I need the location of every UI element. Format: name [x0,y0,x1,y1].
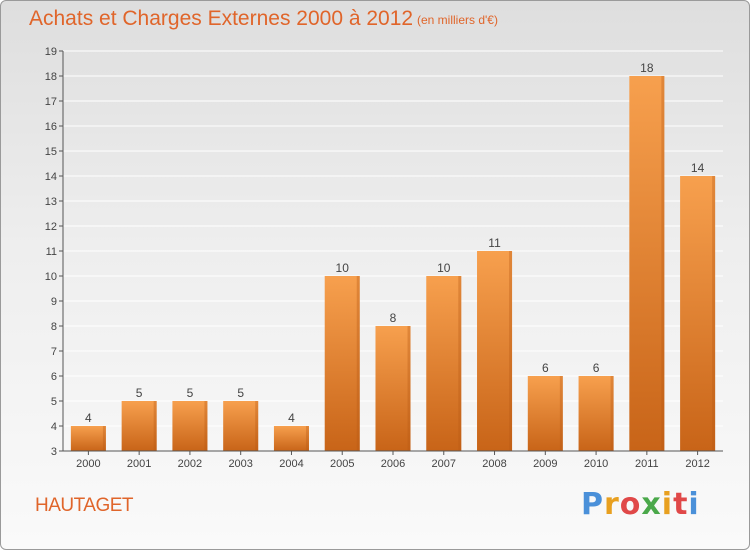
y-tick-label: 6 [51,371,57,383]
x-tick-label: 2001 [127,458,151,470]
bar-2007 [426,276,462,451]
data-label: 11 [488,236,501,250]
y-tick-label: 13 [45,196,57,208]
bar-2008 [477,251,513,451]
data-label: 4 [288,411,295,425]
y-tick-label: 10 [45,271,57,283]
data-label: 5 [187,386,194,400]
y-tick-label: 8 [51,321,57,333]
bar-2010 [578,376,614,451]
x-tick-label: 2011 [635,458,659,470]
bar-2003 [223,401,259,451]
data-label: 18 [640,61,654,75]
data-label: 6 [593,361,600,375]
x-tick-label: 2008 [482,458,506,470]
x-tick-label: 2009 [533,458,557,470]
y-tick-label: 15 [45,146,57,158]
bar-2002 [172,401,208,451]
y-tick-label: 11 [46,246,57,258]
y-tick-label: 19 [45,46,57,58]
bar-edge [356,276,360,451]
chart-subtitle: (en milliers d'€) [417,13,498,27]
bar-edge [204,401,208,451]
y-tick-label: 7 [51,346,57,358]
x-tick-label: 2010 [584,458,608,470]
data-label: 10 [336,261,350,275]
bar-edge [458,276,462,451]
y-tick-label: 5 [51,396,57,408]
bar-2004 [273,426,309,451]
data-label: 14 [691,161,705,175]
bar-2009 [527,376,563,451]
bar-edge [610,376,614,451]
x-tick-label: 2007 [432,458,456,470]
x-tick-label: 2002 [178,458,202,470]
bar-edge [509,251,513,451]
y-tick-label: 18 [45,71,57,83]
data-label: 6 [542,361,549,375]
y-tick-label: 9 [51,296,57,308]
x-tick-label: 2012 [685,458,709,470]
data-label: 10 [437,261,451,275]
bar-edge [153,401,157,451]
chart-title: Achats et Charges Externes 2000 à 2012 [29,7,414,30]
bar-edge [102,426,106,451]
x-tick-label: 2004 [279,458,303,470]
x-tick-label: 2005 [330,458,354,470]
bar-2012 [680,176,716,451]
bar-edge [407,326,411,451]
data-label: 8 [390,311,397,325]
y-tick-label: 14 [45,171,57,183]
bar-2000 [70,426,106,451]
bar-edge [305,426,309,451]
x-tick-label: 2000 [76,458,100,470]
y-tick-label: 17 [45,96,57,108]
y-tick-label: 12 [45,221,57,233]
proxiti-logo[interactable]: Proxiti [581,487,700,522]
data-label: 5 [136,386,143,400]
x-tick-label: 2003 [228,458,252,470]
bar-2005 [324,276,360,451]
commune-name: HAUTAGET [35,495,134,516]
bar-2006 [375,326,411,451]
y-tick-label: 4 [51,421,57,433]
bar-edge [255,401,259,451]
bars: 4 5 5 5 4 10 8 10 11 6 6 18 14 [70,61,716,451]
x-tick-label: 2006 [381,458,405,470]
bar-edge [712,176,716,451]
bar-2001 [121,401,157,451]
axes: 3 4 5 6 7 8 9 10 11 12 13 14 15 16 17 18 19 2000 2001 2002 2… [45,46,723,470]
data-label: 4 [85,411,92,425]
y-tick-label: 3 [51,446,57,458]
bar-edge [661,76,665,451]
y-tick-label: 16 [45,121,57,133]
bar-2011 [629,76,665,451]
data-label: 5 [237,386,244,400]
bar-edge [559,376,563,451]
